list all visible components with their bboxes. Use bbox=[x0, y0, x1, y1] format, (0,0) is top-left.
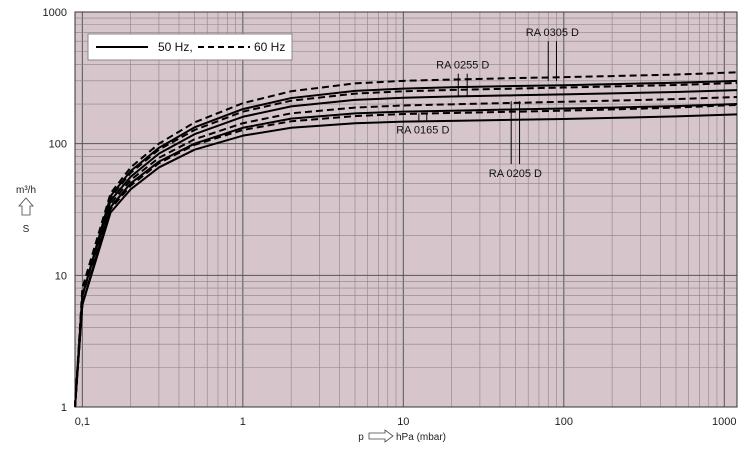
series-line-5 bbox=[74, 81, 738, 408]
series-layer bbox=[74, 71, 738, 408]
x-tick-label: 1 bbox=[240, 416, 246, 428]
annotation-label: RA 0165 D bbox=[396, 124, 449, 136]
legend-50hz-label: 50 Hz, bbox=[158, 40, 193, 54]
annotation-label: RA 0205 D bbox=[489, 168, 542, 180]
x-tick-label: 1000 bbox=[712, 416, 736, 428]
y-tick-label: 1 bbox=[61, 402, 67, 414]
x-axis-label: p bbox=[358, 432, 364, 443]
y-tick-label: 100 bbox=[49, 139, 67, 151]
right-arrow-icon bbox=[368, 429, 394, 443]
y-tick-label: 1000 bbox=[43, 7, 67, 19]
legend: 50 Hz, 60 Hz bbox=[87, 33, 293, 61]
x-tick-label: 0,1 bbox=[75, 416, 90, 428]
up-arrow-icon bbox=[18, 197, 34, 216]
x-tick-label: 100 bbox=[555, 416, 573, 428]
plot-background bbox=[75, 12, 737, 407]
series-line-3 bbox=[74, 96, 738, 408]
annotation-layer: RA 0255 D RA 0305 D RA 0165 D RA 0205 D bbox=[396, 27, 579, 180]
x-tick-labels: 0,1 1 10 100 1000 bbox=[75, 416, 737, 428]
y-axis-unit: m³/h bbox=[16, 185, 36, 196]
plot-frame bbox=[74, 11, 738, 408]
x-tick-label: 10 bbox=[397, 416, 409, 428]
x-axis-unit: hPa (mbar) bbox=[396, 432, 446, 443]
series-line-1 bbox=[74, 103, 738, 408]
series-line-4 bbox=[74, 89, 738, 408]
x-axis-title: p hPa (mbar) bbox=[358, 429, 446, 443]
y-tick-labels: 1 10 100 1000 bbox=[43, 7, 67, 414]
series-line-6 bbox=[74, 79, 738, 408]
series-line-2 bbox=[74, 103, 738, 408]
y-axis-label: S bbox=[23, 224, 30, 235]
legend-60hz-label: 60 Hz bbox=[254, 40, 285, 54]
series-line-0 bbox=[74, 113, 738, 408]
y-tick-label: 10 bbox=[55, 270, 67, 282]
annotation-label: RA 0255 D bbox=[436, 60, 489, 72]
series-line-7 bbox=[74, 71, 738, 408]
y-axis-title: m³/h S bbox=[16, 185, 36, 235]
annotation-label: RA 0305 D bbox=[526, 27, 579, 39]
